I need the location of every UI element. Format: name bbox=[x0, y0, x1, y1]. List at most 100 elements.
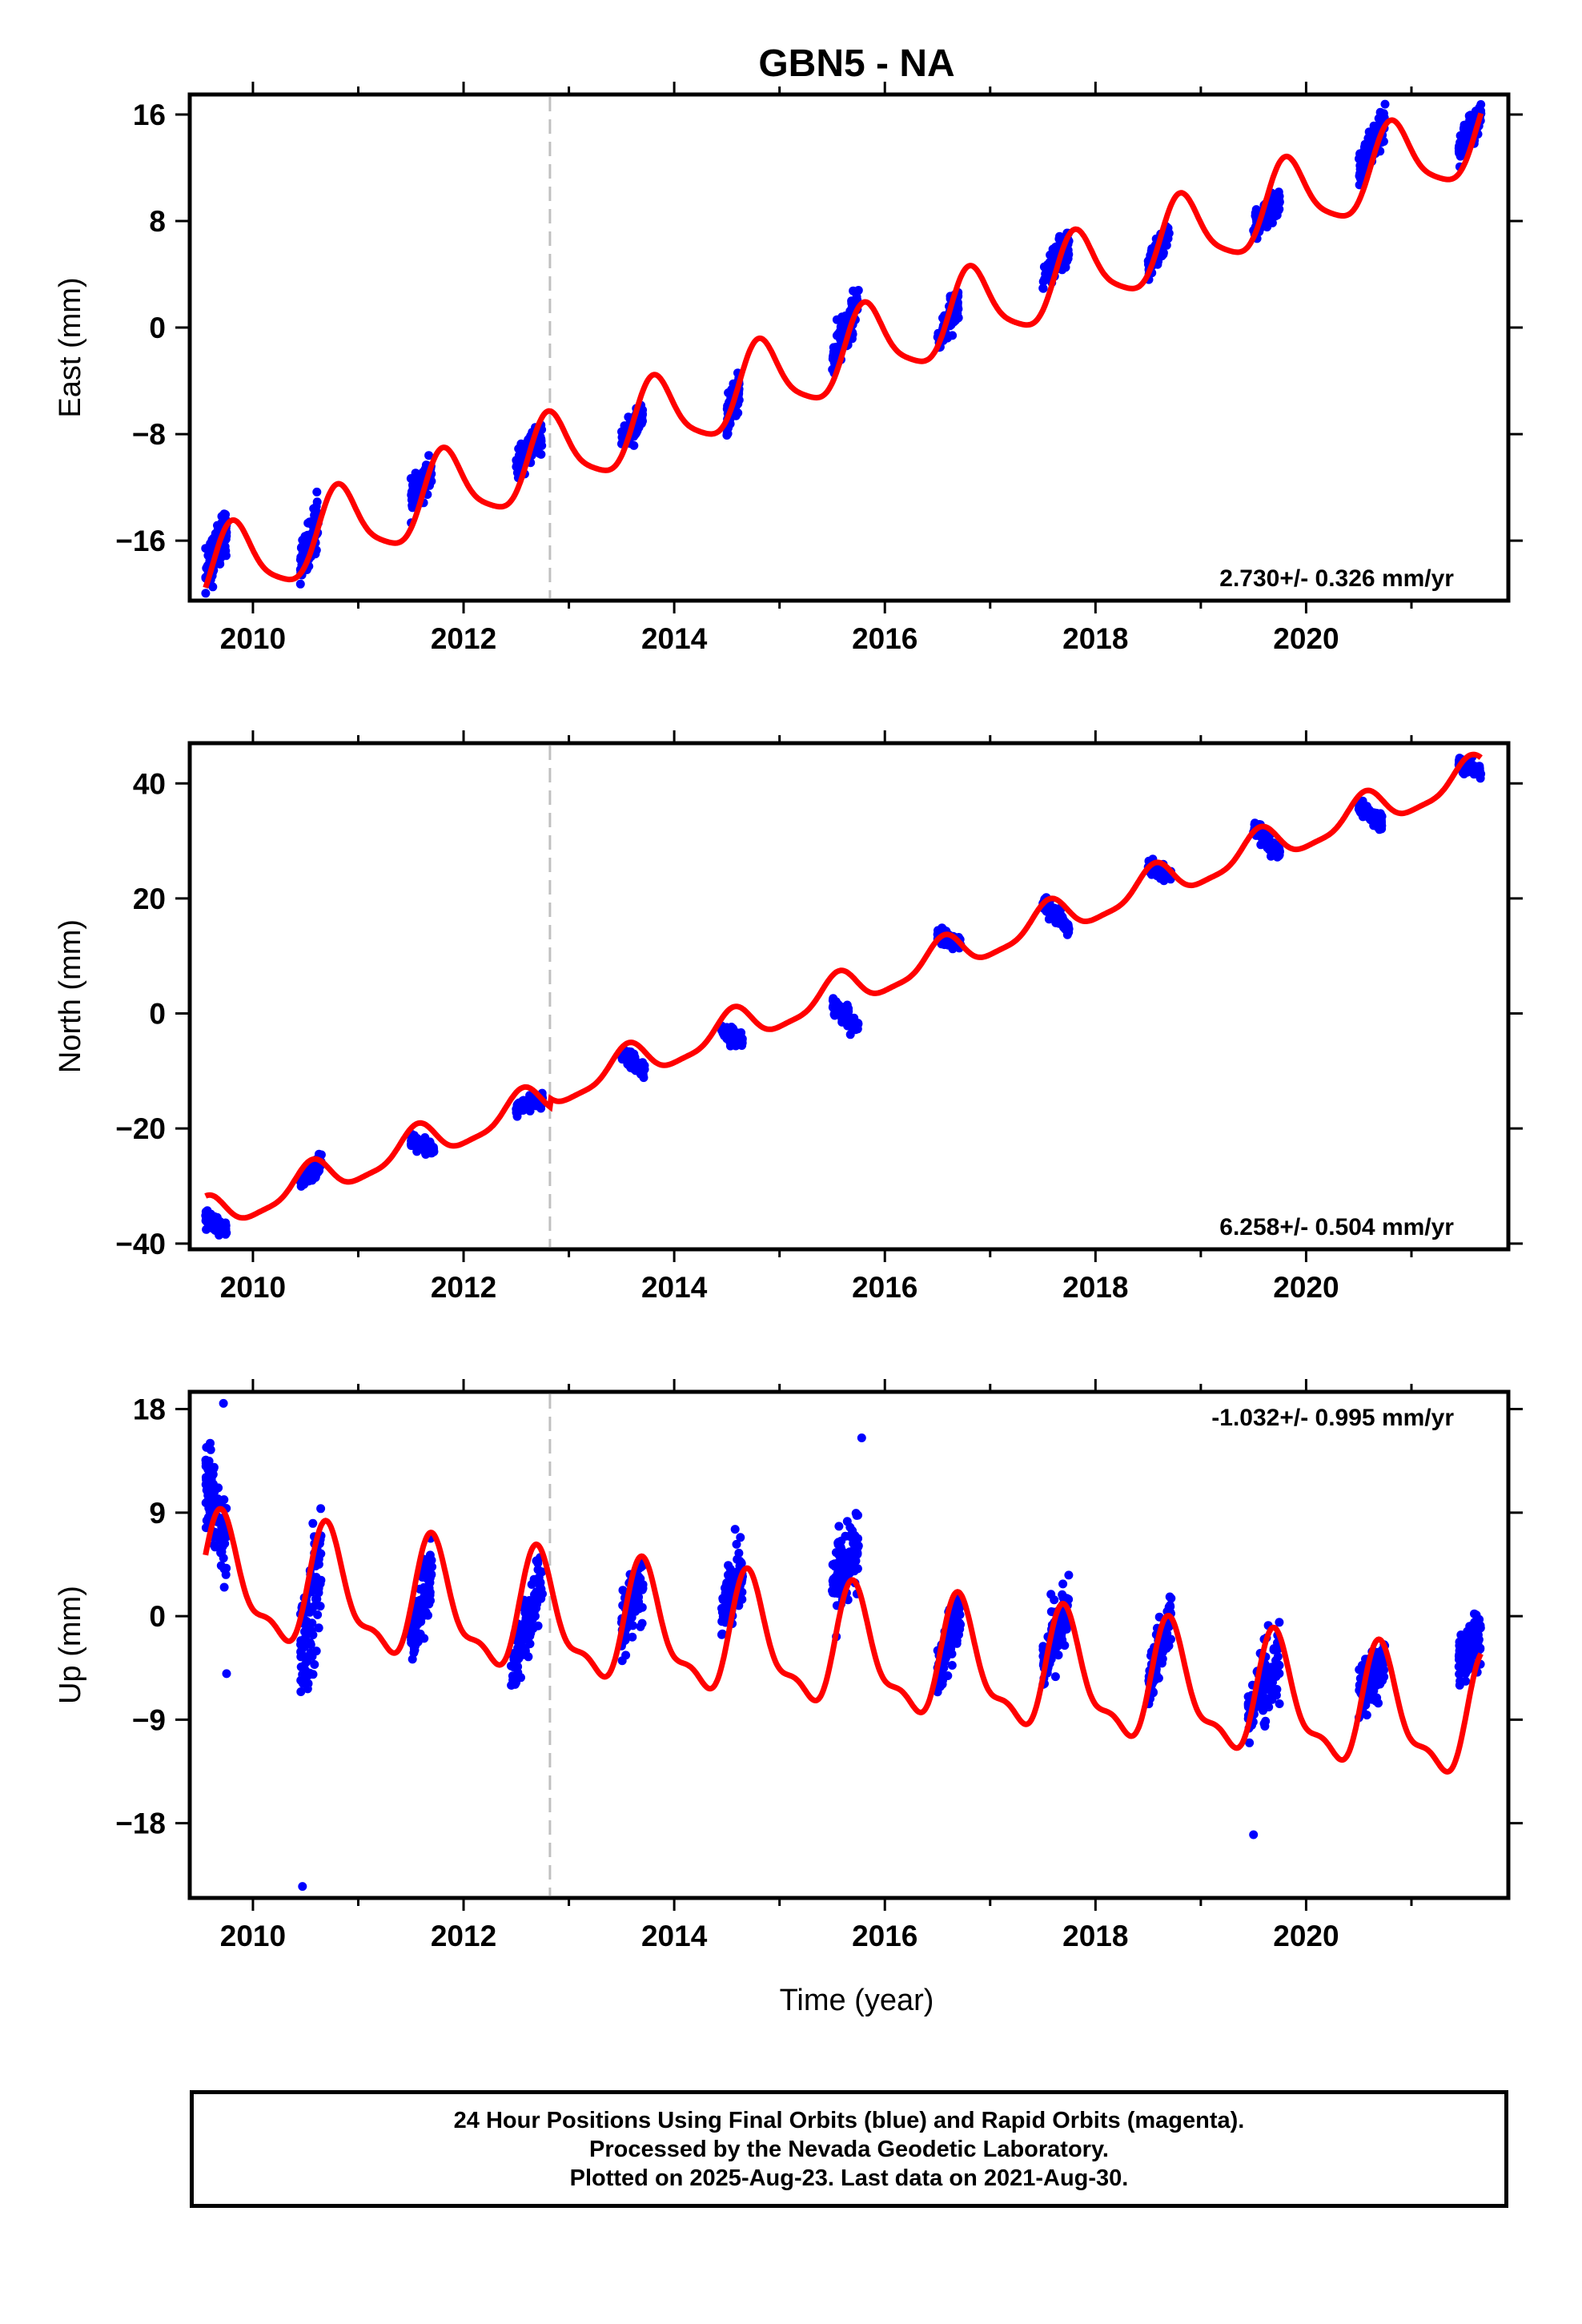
data-point bbox=[203, 1513, 213, 1522]
data-point bbox=[638, 1583, 648, 1593]
data-point bbox=[628, 1632, 637, 1642]
data-point bbox=[1272, 1685, 1282, 1694]
x-axis-label: Time (year) bbox=[780, 1984, 934, 2017]
data-point bbox=[518, 1106, 528, 1115]
rate-label-east: 2.730+/- 0.326 mm/yr bbox=[1219, 565, 1454, 592]
data-point bbox=[217, 1534, 227, 1543]
data-point bbox=[507, 1661, 516, 1671]
data-point bbox=[409, 1648, 419, 1658]
y-tick-label: 0 bbox=[149, 998, 166, 1031]
data-point bbox=[309, 504, 319, 513]
footer-line-1: 24 Hour Positions Using Final Orbits (bl… bbox=[453, 2107, 1245, 2133]
data-point bbox=[849, 1566, 859, 1576]
data-point bbox=[845, 306, 855, 316]
data-point bbox=[305, 1607, 315, 1617]
data-points-north bbox=[201, 753, 1486, 1240]
y-tick-label: 20 bbox=[133, 883, 166, 915]
data-point bbox=[417, 1608, 427, 1618]
data-point bbox=[408, 501, 417, 510]
data-point bbox=[1463, 764, 1472, 774]
data-point bbox=[1064, 1570, 1074, 1580]
data-point bbox=[717, 1629, 727, 1638]
y-tick-label: 0 bbox=[149, 312, 166, 344]
data-point bbox=[1472, 1642, 1481, 1652]
data-point bbox=[424, 451, 434, 460]
x-tick-label: 2014 bbox=[641, 622, 708, 655]
data-point bbox=[728, 1037, 737, 1047]
data-point bbox=[306, 1638, 315, 1647]
x-tick-label: 2016 bbox=[852, 622, 917, 655]
data-point bbox=[201, 589, 211, 598]
data-point bbox=[1472, 1610, 1481, 1620]
data-point bbox=[634, 423, 644, 432]
data-point bbox=[535, 1577, 544, 1586]
data-point bbox=[617, 1656, 627, 1666]
x-tick-label: 2016 bbox=[852, 1271, 917, 1304]
footer-box: 24 Hour Positions Using Final Orbits (bl… bbox=[190, 2090, 1508, 2208]
data-point bbox=[526, 1620, 536, 1629]
footer-line-3: Plotted on 2025-Aug-23. Last data on 202… bbox=[569, 2165, 1129, 2191]
y-tick-label: −9 bbox=[132, 1703, 166, 1736]
x-tick-label: 2012 bbox=[431, 1271, 496, 1304]
data-point bbox=[1455, 1670, 1464, 1679]
data-point bbox=[508, 1675, 518, 1685]
data-point bbox=[312, 497, 322, 507]
data-point bbox=[314, 1554, 323, 1564]
data-point bbox=[222, 1669, 231, 1679]
data-point bbox=[316, 1575, 326, 1585]
x-tick-label: 2018 bbox=[1062, 622, 1128, 655]
data-point bbox=[416, 1629, 425, 1638]
data-point bbox=[1472, 1624, 1481, 1634]
y-axis-label-north: North (mm) bbox=[54, 919, 87, 1073]
x-tick-label: 2012 bbox=[431, 622, 496, 655]
data-point bbox=[857, 1433, 866, 1442]
x-tick-label: 2020 bbox=[1273, 622, 1339, 655]
data-point bbox=[844, 1007, 853, 1016]
data-point bbox=[296, 1687, 306, 1696]
data-point bbox=[520, 1630, 529, 1639]
data-point bbox=[947, 1661, 957, 1670]
data-point bbox=[1355, 803, 1365, 813]
data-point bbox=[1275, 1669, 1284, 1679]
data-point bbox=[420, 1142, 430, 1152]
data-point bbox=[829, 1578, 839, 1588]
data-point bbox=[536, 449, 546, 459]
data-point bbox=[837, 316, 846, 325]
x-tick-label: 2012 bbox=[431, 1920, 496, 1952]
panel-east: 2010 2012 2014 2016 2018 2020 16 8 0 −8 −16 East (m… bbox=[54, 82, 1523, 655]
data-point bbox=[217, 1547, 227, 1557]
data-point bbox=[313, 1610, 323, 1619]
data-point bbox=[1460, 1634, 1470, 1643]
data-point bbox=[208, 582, 218, 592]
data-point bbox=[832, 349, 841, 359]
y-tick-label: −40 bbox=[115, 1228, 166, 1261]
data-point bbox=[298, 548, 307, 557]
data-point bbox=[637, 413, 647, 423]
data-point bbox=[1050, 243, 1060, 252]
x-tick-label: 2020 bbox=[1273, 1271, 1339, 1304]
data-point bbox=[221, 1570, 231, 1579]
y-tick-label: −18 bbox=[115, 1807, 166, 1840]
data-point bbox=[528, 1596, 537, 1606]
data-point bbox=[1038, 283, 1048, 293]
data-point bbox=[1266, 1693, 1275, 1703]
chart-title: GBN5 - NA bbox=[758, 42, 954, 85]
data-point bbox=[537, 1567, 547, 1577]
data-point bbox=[1365, 814, 1375, 823]
data-point bbox=[629, 440, 639, 450]
x-tick-label: 2014 bbox=[641, 1271, 708, 1304]
data-point bbox=[1058, 1579, 1068, 1589]
x-tick-label: 2016 bbox=[852, 1920, 917, 1952]
data-point bbox=[305, 1668, 315, 1678]
data-point bbox=[1275, 1699, 1284, 1708]
plot-frame bbox=[187, 92, 1511, 603]
x-tick-label: 2010 bbox=[220, 1271, 286, 1304]
footer-line-2: Processed by the Nevada Geodetic Laborat… bbox=[589, 2136, 1109, 2162]
data-point bbox=[1369, 1686, 1379, 1695]
rate-label-up: -1.032+/- 0.995 mm/yr bbox=[1211, 1405, 1454, 1431]
y-tick-label: 8 bbox=[149, 205, 166, 238]
data-point bbox=[1043, 903, 1053, 912]
data-point bbox=[310, 1660, 319, 1669]
data-point bbox=[525, 1639, 535, 1649]
x-tick-label: 2010 bbox=[220, 622, 286, 655]
